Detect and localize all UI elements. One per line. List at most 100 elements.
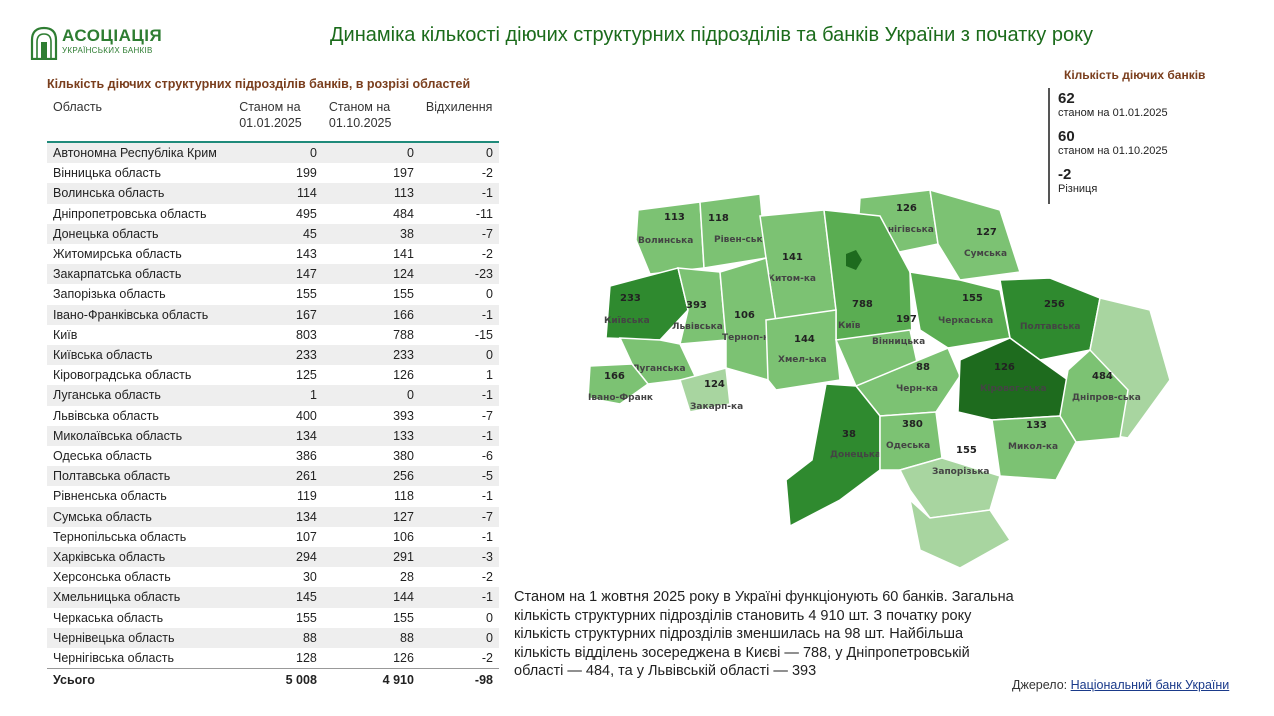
- diff-cell: 0: [419, 627, 499, 649]
- end-cell: 106: [393, 529, 414, 544]
- map-region-value: 38: [842, 429, 856, 440]
- map-region-name: Вінницька: [872, 336, 925, 347]
- table-row: Київська область 233 233 0: [47, 345, 499, 366]
- end-cell: 126: [393, 368, 414, 383]
- table-row: Закарпатська область 147 124 -23: [47, 264, 499, 285]
- region-cell: Львівська область: [53, 408, 159, 423]
- page-title: Динаміка кількості діючих структурних пі…: [330, 24, 1094, 46]
- region-cell: Донецька область: [47, 223, 234, 245]
- end-cell: 113: [322, 183, 420, 204]
- region-cell: Закарпатська область: [47, 264, 234, 285]
- map-region-name: Кіровог-ська: [980, 383, 1047, 394]
- diff-cell: 0: [419, 345, 499, 366]
- diff-cell: -5: [419, 466, 499, 487]
- end-cell: 155: [393, 287, 414, 302]
- branches-table-container: Область Станом на 01.01.2025 Станом на 01.…: [47, 96, 499, 692]
- diff-cell: -1: [419, 304, 499, 325]
- region-cell: Кіровоградська область: [53, 368, 192, 383]
- table-row: Миколаївська область 134 133 -1: [47, 425, 499, 447]
- end-cell: 0: [322, 385, 420, 406]
- table-row: Черкаська область 155 155 0: [47, 608, 499, 628]
- diff-cell: -2: [481, 570, 493, 585]
- diff-cell: 0: [419, 142, 499, 164]
- start-cell: 0: [233, 142, 323, 164]
- region-cell: Одеська область: [53, 449, 152, 464]
- start-cell: 45: [233, 223, 323, 245]
- start-cell: 167: [233, 304, 323, 325]
- start-cell: 803: [296, 327, 317, 342]
- map-region-name: Волинська: [638, 236, 693, 246]
- map-region-value: 144: [794, 334, 815, 345]
- region-cell: Херсонська область: [53, 570, 171, 585]
- map-region: [765, 309, 841, 391]
- map-region-name: Закарп-ка: [690, 402, 743, 412]
- table-row: Чернігівська область 128 126 -2: [47, 648, 499, 669]
- map-region-value: 127: [976, 227, 997, 238]
- diff-cell: 1: [486, 368, 493, 383]
- start-cell: 143: [296, 247, 317, 262]
- header-start-date: Станом на 01.01.2025: [239, 100, 302, 130]
- logo-subtitle: УКРАЇНСЬКИХ БАНКІВ: [62, 46, 153, 55]
- map-region-name: Сумська: [964, 249, 1007, 259]
- start-cell: 294: [233, 547, 323, 568]
- region-cell: Вінницька область: [53, 166, 162, 181]
- end-cell: 291: [322, 547, 420, 568]
- start-cell: 119: [296, 489, 317, 504]
- diff-cell: -2: [481, 166, 493, 181]
- kyiv-city-marker: [846, 250, 862, 270]
- total-start: 5 008: [233, 668, 323, 692]
- start-cell: 400: [296, 408, 317, 423]
- table-row: Автономна Республіка Крим 0 0 0: [47, 142, 499, 164]
- diff-cell: -2: [481, 247, 493, 262]
- table-row: Тернопільська область 107 106 -1: [47, 527, 499, 547]
- banks-diff: -2: [1058, 166, 1072, 183]
- header-end-date: Станом на 01.10.2025: [328, 100, 392, 130]
- map-region-name: Київська: [604, 316, 650, 326]
- map-region-name: Львівська: [672, 321, 723, 332]
- map-region-value: 126: [994, 362, 1015, 373]
- map-region-value: 256: [1044, 299, 1065, 310]
- source-label: Джерело:: [1012, 678, 1071, 692]
- end-cell: 380: [393, 449, 414, 464]
- end-cell: 256: [322, 466, 420, 487]
- map-region-value: 106: [734, 310, 755, 321]
- source-note: Джерело: Національний банк України: [1012, 678, 1229, 692]
- table-row: Херсонська область 30 28 -2: [47, 567, 499, 587]
- map-region-name: Одеська: [886, 441, 930, 451]
- diff-cell: -11: [475, 206, 493, 221]
- table-title: Кількість діючих структурних підрозділів…: [47, 77, 471, 91]
- map-region-name: Чернігівська: [868, 224, 934, 235]
- region-cell: Полтавська область: [47, 466, 234, 487]
- start-cell: 155: [296, 610, 317, 625]
- logo-arch-icon: [30, 26, 58, 60]
- table-total-row: Усього 5 008 4 910 -98: [47, 668, 499, 692]
- region-cell: Автономна Республіка Крим: [47, 142, 234, 164]
- end-cell: 126: [393, 651, 414, 666]
- diff-cell: 0: [486, 610, 493, 625]
- table-row: Дніпропетровська область 495 484 -11: [47, 204, 499, 224]
- diff-cell: -1: [419, 587, 499, 608]
- start-cell: 145: [233, 587, 323, 608]
- region-cell: Івано-Франківська область: [47, 304, 234, 325]
- table-row: Рівненська область 119 118 -1: [47, 486, 499, 506]
- map-region-value: 113: [664, 212, 685, 223]
- start-cell: 1: [233, 385, 323, 406]
- map-region-name: Рівен-ська: [714, 234, 769, 245]
- header-region: Область: [53, 100, 103, 114]
- map-region: [677, 267, 727, 345]
- map-region-name: Черкаська: [938, 316, 993, 326]
- end-cell: 393: [393, 408, 414, 423]
- end-cell: 133: [322, 425, 420, 447]
- map-region: [679, 367, 731, 413]
- map-region-value: 233: [620, 293, 641, 304]
- map-region-value: 124: [704, 379, 725, 390]
- map-region-name: Хмел-ька: [778, 355, 827, 365]
- map-region-value: 393: [686, 300, 707, 311]
- start-cell: 128: [296, 651, 317, 666]
- table-row: Харківська область 294 291 -3: [47, 547, 499, 568]
- start-cell: 233: [233, 345, 323, 366]
- map-region: [605, 267, 689, 341]
- source-link[interactable]: Національний банк України: [1070, 678, 1230, 692]
- map-region-value: 380: [902, 419, 923, 430]
- table-row: Кіровоградська область 125 126 1: [47, 365, 499, 385]
